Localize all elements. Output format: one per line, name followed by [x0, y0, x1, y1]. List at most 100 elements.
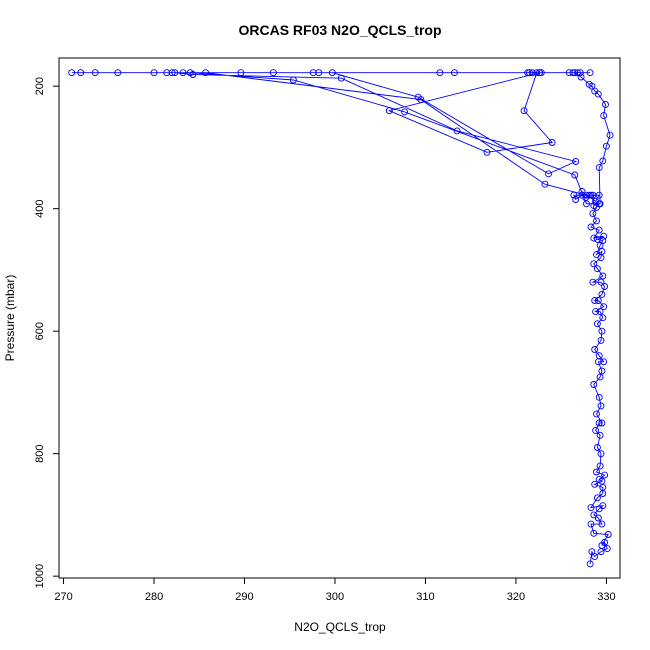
- data-point: [593, 265, 601, 273]
- data-point: [600, 232, 608, 240]
- data-point: [590, 202, 598, 210]
- x-tick-label: 270: [54, 591, 72, 603]
- data-point: [600, 358, 608, 366]
- data-point: [585, 191, 593, 199]
- data-point: [587, 223, 595, 231]
- data-point: [269, 69, 277, 77]
- data-point: [585, 80, 593, 88]
- data-point: [524, 69, 532, 77]
- data-point: [595, 419, 603, 427]
- data-point: [289, 76, 297, 84]
- x-axis: 270 280 290 300 310 320 330: [54, 578, 616, 603]
- data-point: [596, 431, 604, 439]
- data-point: [600, 112, 608, 120]
- data-point: [528, 69, 536, 77]
- data-point: [598, 520, 606, 528]
- data-point: [237, 69, 245, 77]
- data-point: [163, 69, 171, 77]
- data-point: [541, 180, 549, 188]
- data-point: [602, 142, 610, 150]
- data-point: [571, 69, 579, 77]
- data-point: [578, 188, 586, 195]
- data-point: [328, 69, 336, 77]
- data-point: [576, 69, 584, 77]
- data-point: [596, 462, 604, 470]
- data-point: [589, 210, 597, 218]
- data-point: [598, 327, 606, 335]
- data-point: [91, 69, 99, 77]
- data-point: [150, 69, 158, 77]
- data-point: [401, 108, 409, 116]
- data-point: [587, 520, 595, 528]
- y-tick-label: 800: [34, 444, 46, 462]
- data-point: [171, 69, 179, 77]
- data-point: [594, 297, 602, 304]
- data-point: [599, 272, 607, 280]
- x-tick-label: 330: [597, 591, 615, 603]
- data-point: [599, 502, 607, 510]
- data-point: [586, 69, 594, 77]
- data-point: [595, 164, 603, 172]
- x-tick-label: 300: [326, 591, 344, 603]
- data-point: [598, 367, 606, 375]
- data-point: [315, 69, 323, 77]
- data-point: [545, 170, 552, 178]
- x-tick-label: 310: [416, 591, 434, 603]
- x-tick-label: 320: [507, 591, 525, 603]
- data-point: [572, 158, 580, 165]
- data-point: [596, 308, 604, 316]
- data-point: [450, 69, 458, 77]
- data-point: [574, 69, 581, 77]
- chart-title: ORCAS RF03 N2O_QCLS_trop: [238, 22, 441, 38]
- x-tick-label: 290: [235, 591, 253, 603]
- data-point: [536, 69, 543, 77]
- data-point: [114, 69, 122, 77]
- data-point: [77, 69, 85, 77]
- data-point: [583, 200, 590, 208]
- data-point: [589, 278, 597, 286]
- data-point: [593, 251, 600, 259]
- data-point: [68, 69, 76, 77]
- data-point: [453, 127, 461, 135]
- data-point: [591, 480, 599, 488]
- data-point: [590, 529, 598, 537]
- series-layer: [68, 69, 614, 568]
- data-point: [590, 511, 598, 519]
- x-axis-label: N2O_QCLS_trop: [294, 620, 386, 634]
- data-point: [577, 73, 585, 81]
- y-tick-label: 200: [34, 77, 46, 95]
- plot-area: [58, 57, 621, 579]
- data-point: [592, 308, 600, 316]
- data-point: [548, 139, 556, 146]
- data-point: [593, 444, 601, 451]
- data-point: [590, 381, 598, 388]
- data-point: [595, 191, 603, 199]
- data-point: [179, 69, 187, 77]
- data-point: [587, 191, 595, 199]
- data-point: [593, 320, 601, 328]
- data-point: [597, 402, 605, 410]
- data-point: [600, 303, 608, 311]
- data-point: [596, 200, 604, 208]
- data-point: [601, 471, 609, 479]
- data-point: [603, 545, 611, 553]
- data-point: [593, 235, 601, 243]
- y-axis-label: Pressure (mbar): [3, 275, 17, 362]
- data-point: [570, 191, 578, 199]
- data-point: [591, 553, 599, 561]
- data-point: [599, 314, 607, 322]
- data-point: [168, 69, 176, 77]
- data-point: [606, 131, 614, 139]
- y-tick-label: 600: [34, 322, 46, 340]
- data-point: [592, 426, 600, 434]
- data-point: [483, 148, 491, 156]
- data-point: [593, 468, 600, 476]
- data-point: [593, 217, 600, 225]
- data-point: [414, 93, 422, 101]
- data-point: [597, 278, 605, 286]
- data-point: [587, 504, 595, 512]
- data-point: [593, 410, 600, 418]
- data-point: [537, 69, 545, 77]
- data-point: [596, 373, 604, 381]
